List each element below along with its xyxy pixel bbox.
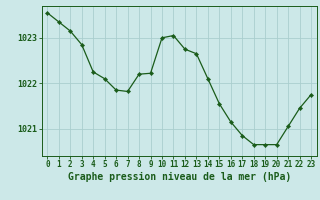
X-axis label: Graphe pression niveau de la mer (hPa): Graphe pression niveau de la mer (hPa) xyxy=(68,172,291,182)
